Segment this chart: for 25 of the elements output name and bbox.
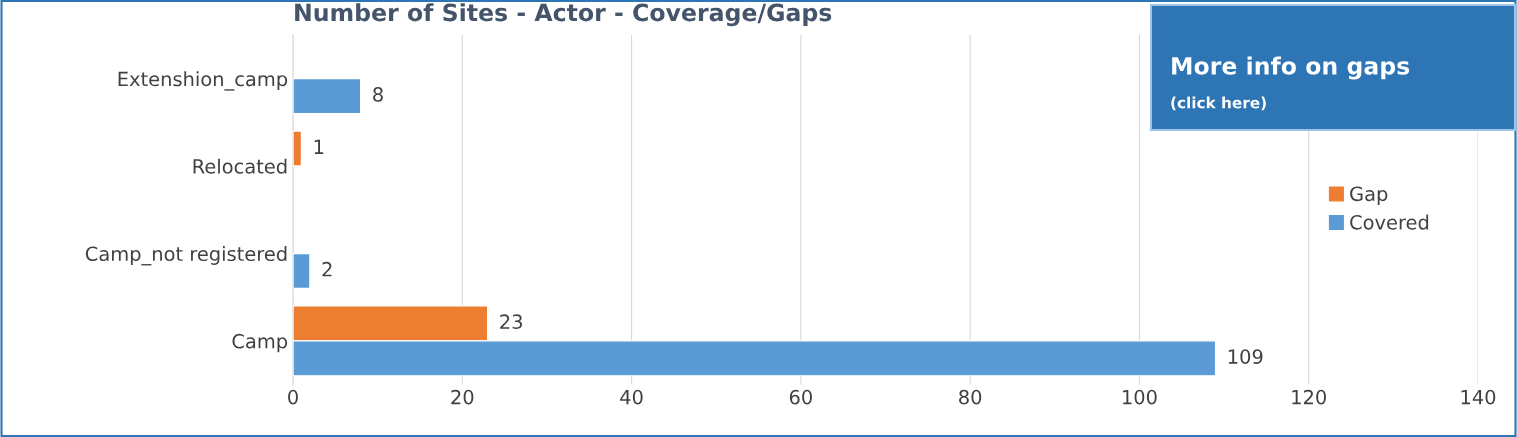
data-label: 1 (314, 139, 324, 154)
legend-label: Gap (1350, 186, 1388, 205)
data-label: 23 (500, 314, 522, 330)
x-tick-label: 20 (451, 389, 474, 405)
x-tick-label: 60 (789, 389, 812, 405)
data-label: 8 (373, 87, 383, 102)
y-tick-label: Camp (232, 333, 288, 353)
annotation: (click here) (1171, 96, 1266, 111)
data-label: 2 (322, 261, 332, 277)
x-tick-label: 0 (288, 389, 298, 405)
legend-label: Covered (1350, 214, 1429, 230)
x-tick-label: 100 (1123, 389, 1157, 405)
y-tick-label: Camp_not registered (85, 246, 287, 266)
x-tick-label: 140 (1461, 389, 1496, 405)
chart-title: Number of Sites - Actor - Coverage/Gaps (295, 3, 832, 27)
x-tick-label: 120 (1292, 389, 1326, 405)
data-label: 109 (1228, 349, 1263, 364)
y-tick-label: Extenshion_camp (118, 71, 288, 91)
bar (293, 130, 303, 167)
annotation: More info on gaps (1172, 56, 1410, 80)
bar (293, 252, 311, 290)
x-tick-label: 80 (959, 389, 982, 405)
x-tick-label: 40 (620, 389, 643, 405)
y-tick-label: Relocated (193, 158, 287, 174)
bar (293, 77, 362, 115)
